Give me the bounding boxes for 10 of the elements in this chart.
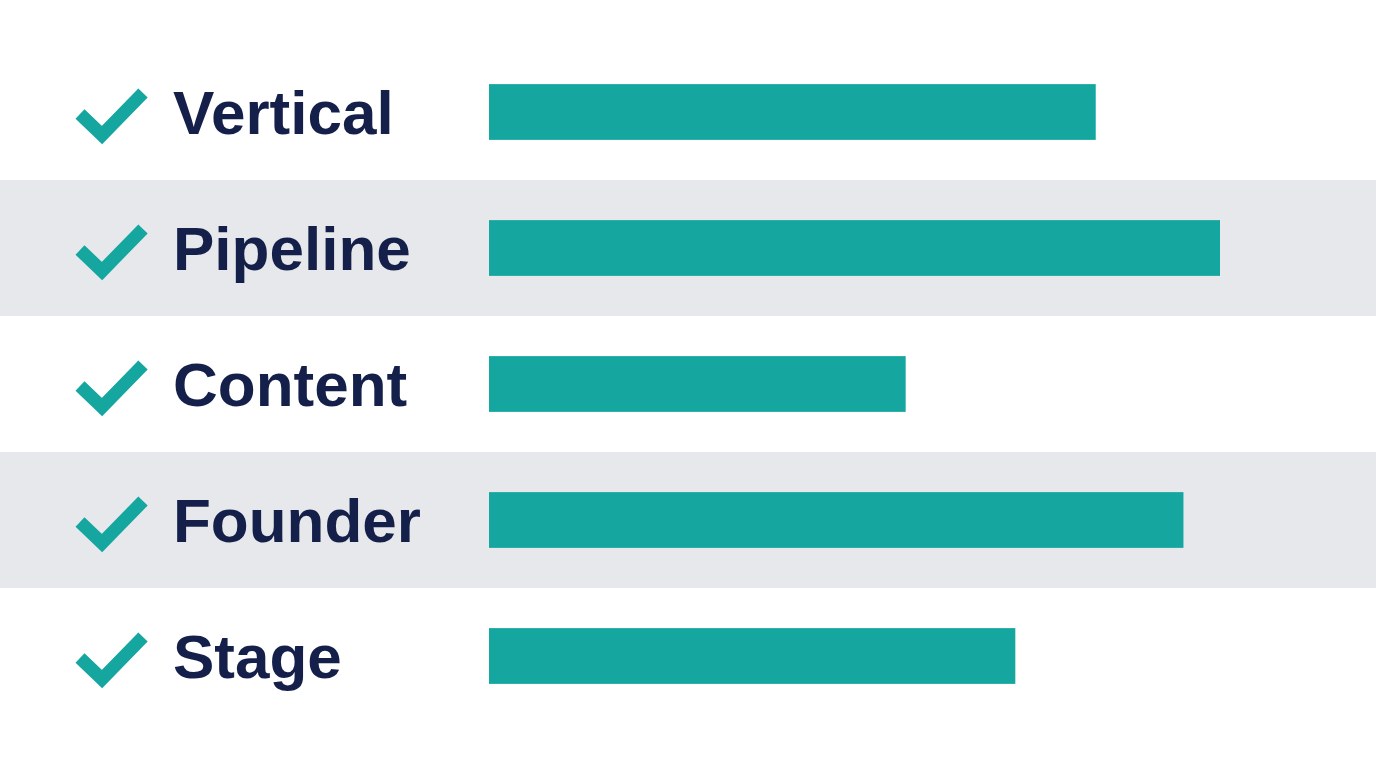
y-tick-label: Pipeline bbox=[173, 214, 411, 283]
y-tick-label: Stage bbox=[173, 622, 342, 691]
bar bbox=[489, 356, 906, 412]
y-tick-label: Vertical bbox=[173, 78, 394, 147]
bar bbox=[489, 492, 1184, 548]
bar bbox=[489, 220, 1220, 276]
y-tick-label: Founder bbox=[173, 486, 421, 555]
bar bbox=[489, 628, 1016, 684]
bar bbox=[489, 84, 1096, 140]
y-tick-label: Content bbox=[173, 350, 408, 419]
